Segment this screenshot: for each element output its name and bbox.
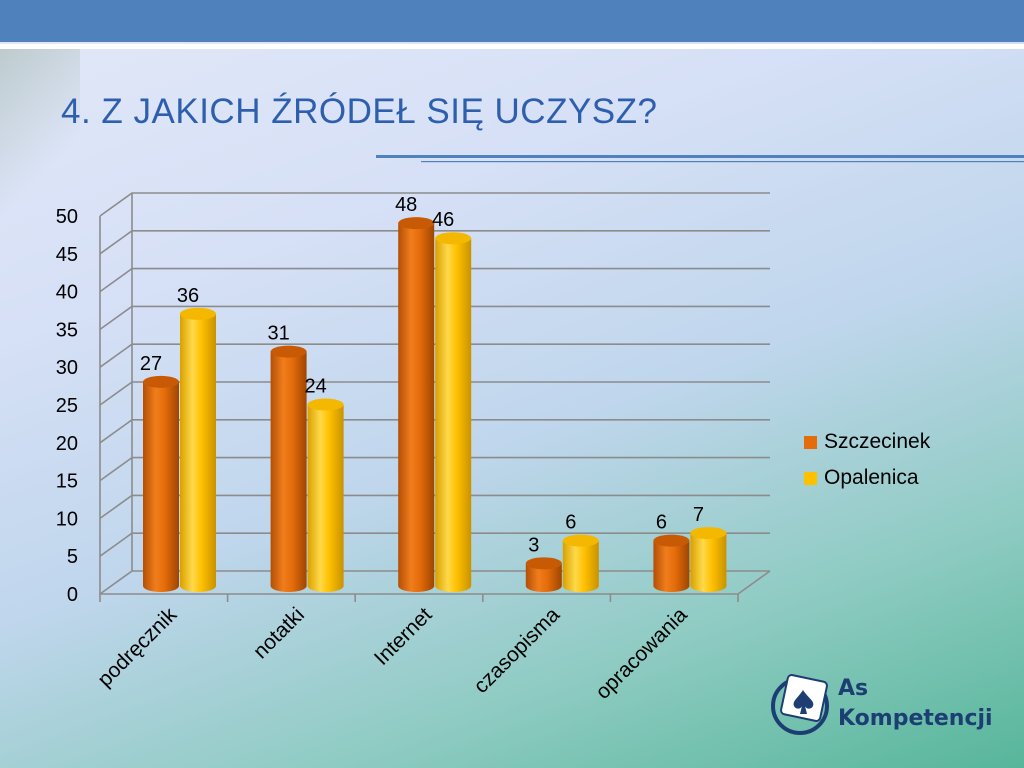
- chart-legend: Szczecinek Opalenica: [804, 424, 930, 496]
- bar: [270, 351, 307, 592]
- data-label: 6: [656, 512, 667, 534]
- header-divider: [0, 44, 1024, 49]
- data-label: 7: [693, 504, 704, 526]
- y-tick-label: 45: [56, 244, 78, 266]
- bar-cap: [435, 232, 472, 245]
- spade-emblem-icon: [771, 674, 829, 735]
- data-label: 46: [432, 209, 454, 231]
- data-label: 48: [395, 194, 417, 216]
- data-label: 3: [528, 534, 539, 556]
- data-label: 6: [565, 512, 576, 534]
- slide-title: 4. Z JAKICH ŹRÓDEŁ SIĘ UCZYSZ?: [61, 92, 658, 131]
- bar: [143, 381, 179, 592]
- y-tick-label: 20: [56, 433, 78, 455]
- bar: [307, 404, 344, 592]
- bar: [435, 238, 472, 593]
- legend-label-series-1: Szczecinek: [824, 430, 931, 453]
- logo-line-1: As: [838, 676, 869, 701]
- title-underline-thin-line: [421, 161, 1024, 163]
- bar: [525, 563, 562, 592]
- gridline: [99, 267, 770, 293]
- x-tick-label: czasopisma: [469, 603, 564, 698]
- y-tick-label: 30: [56, 357, 78, 379]
- data-label: 24: [304, 376, 326, 398]
- x-tick-label: notatki: [249, 603, 309, 663]
- bar: [398, 223, 435, 592]
- gridline: [99, 230, 770, 255]
- bar: [690, 533, 727, 592]
- bar-cap: [143, 375, 179, 388]
- legend-item-series-1: Szczecinek: [804, 424, 930, 460]
- data-label: 27: [140, 353, 162, 375]
- bar-cap: [653, 534, 690, 547]
- bar-cap: [690, 527, 727, 540]
- bar-cap: [180, 307, 216, 320]
- y-tick-label: 0: [67, 584, 78, 606]
- y-tick-label: 25: [56, 395, 78, 417]
- bar-cap: [307, 398, 344, 411]
- logo-text: As Kompetencji: [838, 674, 993, 734]
- legend-swatch-series-1: [804, 435, 817, 449]
- bar-cap: [562, 534, 599, 547]
- legend-swatch-series-2: [804, 471, 817, 485]
- legend-item-series-2: Opalenica: [804, 460, 930, 496]
- bar: [562, 540, 599, 592]
- x-tick-label: podręcznik: [93, 603, 181, 691]
- y-tick-label: 35: [56, 319, 78, 341]
- bar-cap: [525, 557, 562, 570]
- background-shade: [0, 49, 80, 249]
- logo: As Kompetencji: [770, 668, 1000, 748]
- header-bar: [0, 0, 1024, 42]
- y-tick-label: 5: [67, 546, 78, 568]
- y-tick-label: 50: [56, 206, 78, 228]
- x-tick-label: Internet: [370, 603, 437, 670]
- bar-cap: [270, 345, 307, 358]
- y-tick-label: 15: [56, 471, 78, 493]
- x-tick-label: opracowania: [591, 603, 692, 704]
- title-underline-thick-line: [376, 155, 1024, 158]
- bar: [180, 313, 216, 592]
- data-label: 36: [177, 285, 199, 307]
- legend-label-series-2: Opalenica: [824, 466, 919, 489]
- y-tick-label: 10: [56, 508, 78, 530]
- y-tick-label: 40: [56, 282, 78, 304]
- bar: [653, 540, 690, 592]
- bar-cap: [398, 217, 435, 230]
- data-label: 31: [267, 323, 289, 345]
- logo-line-2: Kompetencji: [838, 706, 993, 731]
